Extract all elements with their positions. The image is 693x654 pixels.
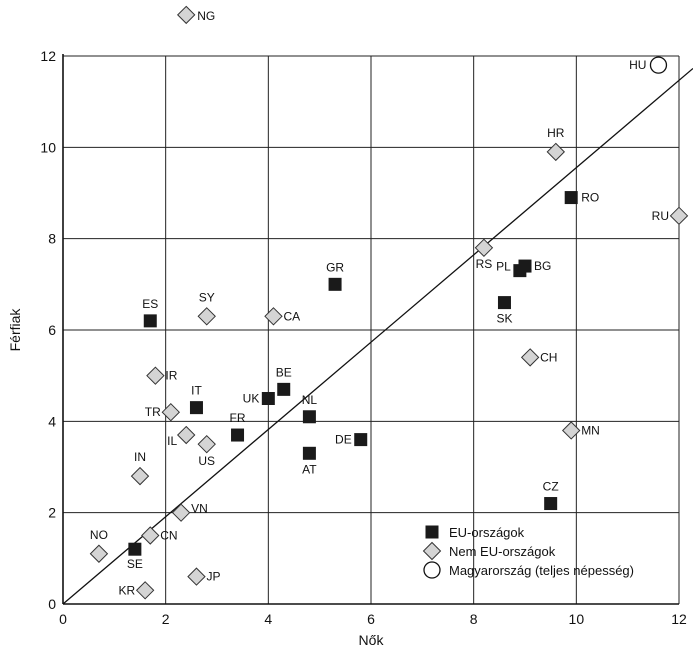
tick-labels: 0 2 4 6 8 10 12 0 2 4 6 8 10 12 <box>40 48 687 627</box>
point-label-kr: KR <box>118 583 135 597</box>
point-labels: ES IT FR UK BE NL AT DE GR SE PL BG SK RO CZ NG SY CA IR TR… <box>90 9 669 597</box>
x-axis-label: Nők <box>359 632 385 648</box>
point-label-uk: UK <box>243 392 260 406</box>
point-label-hu: HU <box>629 58 646 72</box>
data-point-it <box>189 401 203 415</box>
y-tick-label: 4 <box>48 413 56 429</box>
legend-label: Magyarország (teljes népesség) <box>449 563 634 578</box>
y-tick-label: 8 <box>48 231 56 247</box>
x-tick-label: 6 <box>367 611 375 627</box>
data-point-no <box>89 544 109 563</box>
data-point-mn <box>561 421 581 440</box>
data-point-il <box>176 425 196 445</box>
grid-lines <box>63 55 680 604</box>
point-label-de: DE <box>335 433 352 447</box>
data-point-vn <box>171 503 191 522</box>
data-point-gr <box>328 277 342 291</box>
y-tick-label: 2 <box>48 505 56 521</box>
data-point-rs <box>474 238 494 258</box>
x-tick-label: 8 <box>470 611 478 627</box>
point-label-gr: GR <box>326 260 344 274</box>
data-point-ca <box>264 307 283 326</box>
point-label-sy: SY <box>199 290 215 304</box>
data-point-us <box>197 434 216 454</box>
data-point-jp <box>187 567 206 586</box>
point-label-mn: MN <box>581 423 600 437</box>
data-point-es <box>143 314 157 328</box>
y-tick-label: 0 <box>48 596 56 612</box>
point-label-ir: IR <box>165 369 177 383</box>
data-points <box>89 5 689 600</box>
point-label-in: IN <box>134 450 146 464</box>
point-label-be: BE <box>276 365 292 379</box>
legend-label: EU-országok <box>449 525 525 540</box>
data-point-ng <box>176 5 196 25</box>
point-label-cz: CZ <box>543 480 559 494</box>
data-point-ru <box>669 206 689 226</box>
data-point-ch <box>520 348 540 367</box>
point-label-sk: SK <box>496 312 512 326</box>
point-label-ch: CH <box>540 350 557 364</box>
point-label-cn: CN <box>160 529 177 543</box>
point-label-hr: HR <box>547 126 565 140</box>
data-point-tr <box>161 402 181 422</box>
point-label-us: US <box>198 454 215 468</box>
point-label-fr: FR <box>230 411 246 425</box>
point-label-se: SE <box>127 557 143 571</box>
point-label-it: IT <box>191 384 202 398</box>
legend-marker-square <box>425 525 439 539</box>
point-label-es: ES <box>142 297 158 311</box>
data-point-be <box>277 382 291 396</box>
data-point-kr <box>135 581 155 600</box>
point-label-ng: NG <box>197 9 215 23</box>
legend-marker-circle <box>423 561 441 579</box>
data-point-bg <box>518 259 532 273</box>
x-tick-label: 4 <box>264 611 272 627</box>
x-tick-label: 0 <box>59 611 67 627</box>
data-point-ro <box>564 191 578 205</box>
point-label-ca: CA <box>283 309 300 323</box>
point-label-jp: JP <box>206 570 220 584</box>
x-tick-label: 12 <box>671 611 687 627</box>
data-point-fr <box>231 428 245 442</box>
point-label-ro: RO <box>581 191 599 205</box>
y-tick-label: 10 <box>40 139 56 155</box>
y-tick-label: 12 <box>40 48 56 64</box>
point-label-no: NO <box>90 528 108 542</box>
data-point-uk <box>261 392 275 405</box>
y-axis-label: Férfiak <box>7 308 23 352</box>
point-label-ru: RU <box>652 209 669 223</box>
data-point-at <box>302 446 316 460</box>
x-tick-label: 2 <box>162 611 170 627</box>
point-label-tr: TR <box>145 405 161 419</box>
data-point-de <box>354 433 368 447</box>
legend-marker-diamond <box>422 541 442 561</box>
data-point-se <box>128 542 142 556</box>
diagonal-line <box>62 67 693 605</box>
point-label-pl: PL <box>496 260 511 274</box>
data-point-in <box>130 466 150 486</box>
data-point-hu <box>649 56 668 74</box>
y-tick-label: 6 <box>48 322 56 338</box>
data-point-sy <box>197 307 216 326</box>
data-point-ir <box>146 366 165 385</box>
point-label-vn: VN <box>191 502 208 516</box>
point-label-bg: BG <box>534 259 551 273</box>
point-label-nl: NL <box>302 393 318 407</box>
point-label-il: IL <box>167 434 177 448</box>
legend-label: Nem EU-országok <box>449 544 556 559</box>
point-label-rs: RS <box>476 257 493 271</box>
data-point-hr <box>546 142 566 162</box>
data-point-sk <box>497 296 511 310</box>
data-point-cn <box>141 526 160 545</box>
legend: EU-országok Nem EU-országok Magyarország (… <box>422 525 634 579</box>
point-label-at: AT <box>302 462 317 476</box>
data-point-nl <box>302 410 316 424</box>
data-point-cz <box>544 497 558 511</box>
axes <box>62 54 679 605</box>
x-tick-label: 10 <box>569 611 585 627</box>
